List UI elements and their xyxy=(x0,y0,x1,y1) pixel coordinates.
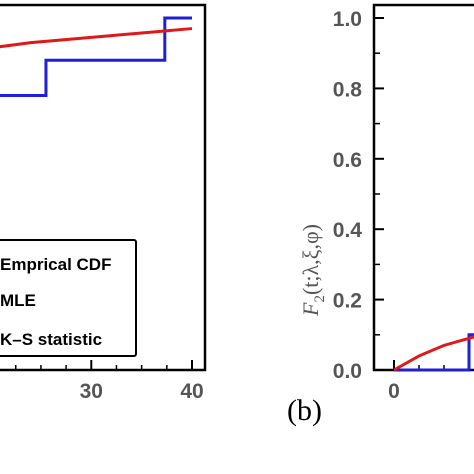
panel-a-series xyxy=(0,16,193,97)
panel-a-x-ticks: 30 40 xyxy=(15,360,204,403)
panel-a: 30 40 Emprical CDF MLE K–S statistic xyxy=(0,3,207,403)
mle-line xyxy=(393,335,474,372)
panel-b: (b) F2(t;λ,ξ,φ) 0.0 0.2 0.4 0.6 0.8 1.0 0 xyxy=(287,3,474,427)
legend-box xyxy=(0,239,137,357)
legend-entry-mle: MLE xyxy=(0,291,36,310)
mle-line xyxy=(0,27,193,49)
y-tick-label: 0.6 xyxy=(333,149,362,172)
panel-a-legend: Emprical CDF MLE K–S statistic xyxy=(0,239,137,357)
panel-b-ylabel: F2(t;λ,ξ,φ) xyxy=(298,224,328,317)
empirical-cdf-line xyxy=(0,16,192,97)
empirical-cdf-line xyxy=(394,333,474,372)
panel-b-series xyxy=(393,333,474,372)
legend-entry-ks-statistic: K–S statistic xyxy=(0,330,102,349)
panel-a-frame xyxy=(0,3,207,372)
panel-b-y-ticks: 0.0 0.2 0.4 0.6 0.8 1.0 xyxy=(333,8,384,383)
x-tick-label: 0 xyxy=(388,380,400,403)
legend-entry-empirical-cdf: Emprical CDF xyxy=(0,255,111,274)
y-tick-label: 0.2 xyxy=(333,290,362,313)
y-tick-label: 0.4 xyxy=(333,219,363,242)
y-tick-label: 0.0 xyxy=(333,360,362,383)
y-tick-label: 0.8 xyxy=(333,78,363,101)
x-tick-label: 30 xyxy=(80,380,103,403)
panel-b-frame xyxy=(372,3,474,372)
panel-b-x-ticks: 0 xyxy=(388,360,445,403)
y-tick-label: 1.0 xyxy=(333,8,362,31)
x-tick-label: 40 xyxy=(180,380,203,403)
panel-b-label: (b) xyxy=(287,394,322,427)
